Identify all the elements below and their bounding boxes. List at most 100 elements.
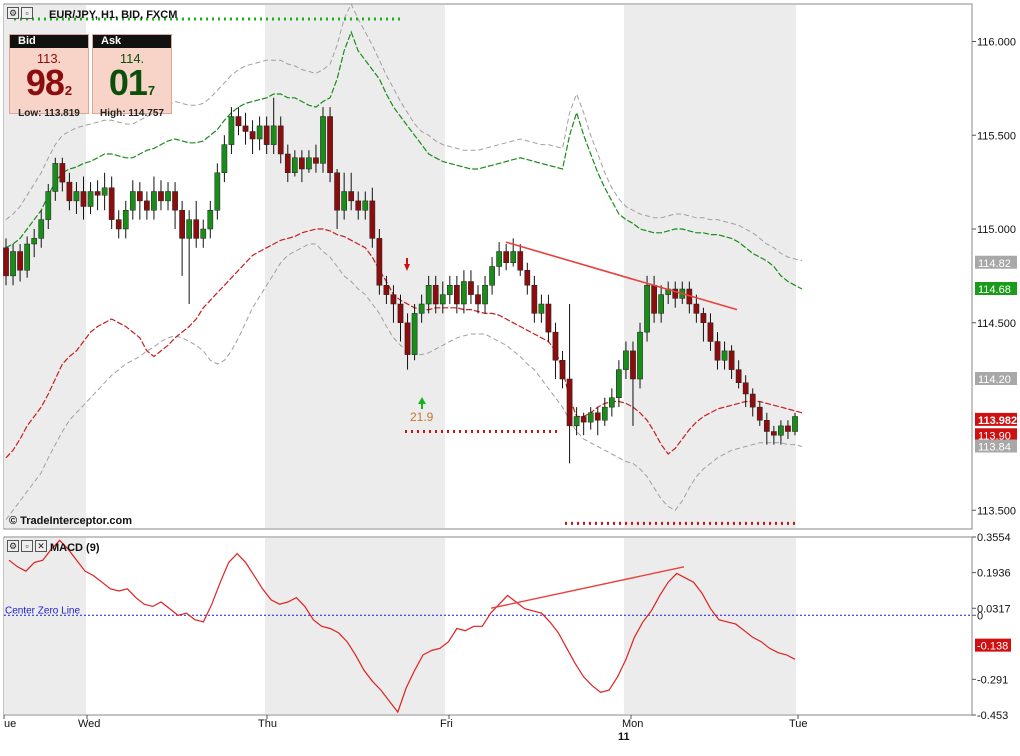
candle-body [404, 322, 411, 355]
candle-body [623, 350, 629, 370]
candle-body [320, 116, 326, 164]
candle-body [129, 191, 136, 211]
candle-body [144, 200, 150, 211]
macd-y-tick-label: 0.3554 [977, 532, 1011, 544]
macd-value-label: -0.138 [977, 641, 1008, 653]
session-shade-macd [624, 538, 796, 714]
candle-body [503, 251, 510, 263]
bid-pipette: 2 [64, 83, 73, 98]
candle-body [362, 200, 369, 211]
candle-body [306, 157, 312, 170]
candle-body [651, 285, 657, 314]
macd-y-tick-label: -0.291 [977, 674, 1008, 686]
y-tick-label: 115.000 [977, 224, 1016, 236]
candle-body [601, 406, 608, 421]
bid-big-digits: 98 [25, 62, 65, 103]
candle-body [594, 412, 601, 421]
ask-quote-box[interactable]: Ask 114. 017 High: 114.757 [92, 34, 172, 119]
x-sub-label: 11 [618, 731, 630, 743]
price-marker-label: 113.90 [978, 430, 1011, 442]
candle-body [425, 285, 432, 305]
candle-body [418, 303, 425, 314]
bid-low: Low: 113.819 [18, 108, 80, 119]
candle-body [707, 322, 714, 342]
session-shade-macd [265, 538, 445, 714]
indicator-title: MACD (9) [50, 542, 100, 554]
candle-body [94, 191, 101, 196]
indicator-close-icon[interactable]: ✕ [35, 540, 47, 552]
bid-quote-box[interactable]: Bid 113. 982 Low: 113.819 [9, 34, 89, 119]
candle-body [728, 350, 735, 370]
macd-line [8, 539, 796, 714]
candle-body [277, 125, 284, 155]
candle-body [115, 219, 122, 230]
macd-y-tick-label: 0 [977, 610, 983, 622]
outer-upper-band [5, 2, 803, 262]
price-marker [975, 412, 1017, 426]
candle-body [559, 360, 566, 380]
upper-band [5, 30, 803, 290]
price-marker-label: 114.68 [978, 284, 1011, 296]
candle-body [672, 288, 679, 299]
candle-body [735, 369, 742, 383]
candle-body [531, 285, 538, 314]
price-marker-label: 114.20 [978, 374, 1011, 386]
panel-maximize-icon[interactable]: ▫ [21, 7, 33, 19]
candle-body [242, 125, 249, 132]
candle-body [721, 350, 728, 361]
ask-label: Ask [93, 35, 171, 48]
candle-body [221, 144, 228, 173]
candle-body [545, 303, 552, 333]
zero-line-label: Center Zero Line [5, 605, 80, 616]
candle-body [334, 172, 340, 211]
price-trendline [505, 241, 738, 311]
x-tick-label: Thu [258, 718, 277, 730]
macd-y-tick-label: 0.1936 [977, 568, 1011, 580]
candle-body [580, 416, 587, 423]
buy-arrow-icon [418, 397, 426, 404]
candle-body [510, 251, 517, 263]
candle-body [299, 157, 305, 170]
panel-settings-icon[interactable]: ⚙ [7, 7, 19, 19]
candle-body [348, 191, 355, 202]
candle-body [284, 153, 291, 173]
macd-y-tick-label: -0.453 [977, 710, 1008, 722]
candle-body [446, 285, 453, 295]
candle-body [341, 191, 347, 211]
candle-body [552, 331, 559, 361]
price-marker [975, 255, 1017, 269]
session-shade-macd [4, 538, 86, 714]
candle-body [411, 313, 418, 355]
candle-body [573, 416, 580, 427]
candle-body [151, 191, 157, 211]
indicator-settings-icon[interactable]: ⚙ [7, 540, 19, 552]
indicator-maximize-icon[interactable]: ▫ [21, 540, 33, 552]
candle-body [313, 157, 319, 164]
candle-body [235, 116, 242, 127]
candle-body [193, 219, 200, 239]
watermark: © TradeInterceptor.com [9, 515, 133, 527]
price-marker-label: 113.84 [978, 442, 1011, 454]
y-tick-label: 116.000 [977, 37, 1016, 49]
candle-body [700, 313, 707, 323]
candle-body [771, 431, 777, 436]
x-tick-label: Fri [440, 718, 453, 730]
candle-body [432, 285, 439, 305]
candle-body [10, 251, 16, 277]
ask-price-big: 017 [93, 65, 171, 108]
candle-body [369, 200, 376, 239]
candle-body [616, 369, 622, 398]
candle-body [778, 425, 784, 436]
candle-body [763, 420, 770, 432]
candle-body [136, 191, 143, 202]
bid-label: Bid [10, 35, 88, 48]
candle-body [291, 157, 298, 173]
candle-body [524, 270, 531, 286]
candle-body [200, 228, 207, 239]
candle-body [179, 210, 185, 239]
price-marker [975, 282, 1017, 295]
candle-body [24, 243, 30, 271]
candle-body [256, 125, 263, 140]
macd-value-marker [975, 638, 1011, 652]
ask-big-digits: 01 [108, 62, 148, 103]
